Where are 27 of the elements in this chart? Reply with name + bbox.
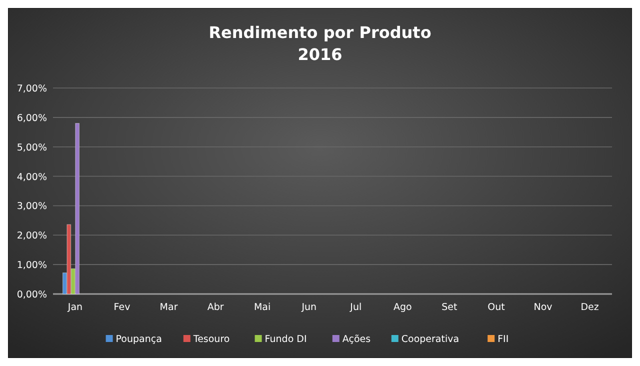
x-tick-label: Dez bbox=[580, 302, 599, 313]
x-tick-label: Mai bbox=[254, 302, 271, 313]
x-tick-label: Fev bbox=[114, 302, 131, 313]
y-tick-label: 2,00% bbox=[16, 230, 47, 242]
x-tick-label: Abr bbox=[207, 302, 224, 313]
y-tick-label: 6,00% bbox=[16, 112, 47, 124]
y-tick-label: 4,00% bbox=[16, 172, 47, 183]
legend-label: Cooperativa bbox=[401, 334, 460, 345]
legend-label: FII bbox=[498, 334, 509, 345]
legend-label: Ações bbox=[342, 334, 371, 345]
x-tick-label: Jul bbox=[349, 302, 362, 313]
y-tick-label: 0,00% bbox=[16, 290, 47, 300]
y-tick-label: 5,00% bbox=[16, 142, 47, 154]
x-tick-label: Jan bbox=[66, 302, 83, 313]
x-tick-label: Out bbox=[488, 302, 506, 313]
chart-title: Rendimento por Produto 2016 bbox=[208, 23, 432, 64]
legend-label: Poupança bbox=[116, 334, 162, 345]
x-tick-label: Nov bbox=[534, 302, 553, 313]
x-tick-label: Ago bbox=[393, 302, 412, 313]
legend-label: Fundo DI bbox=[264, 334, 307, 345]
y-tick-label: 7,00% bbox=[16, 84, 47, 94]
y-tick-label: 3,00% bbox=[16, 201, 47, 212]
y-tick-label: 1,00% bbox=[16, 260, 47, 272]
legend-label: Tesouro bbox=[192, 334, 230, 345]
x-tick-label: Jun bbox=[300, 302, 317, 313]
x-tick-label: Set bbox=[442, 302, 458, 313]
x-tick-label: Mar bbox=[160, 302, 178, 313]
